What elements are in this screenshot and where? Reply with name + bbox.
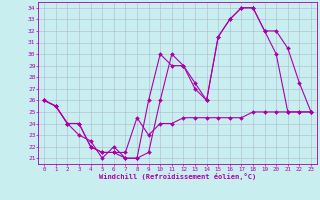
X-axis label: Windchill (Refroidissement éolien,°C): Windchill (Refroidissement éolien,°C) <box>99 173 256 180</box>
